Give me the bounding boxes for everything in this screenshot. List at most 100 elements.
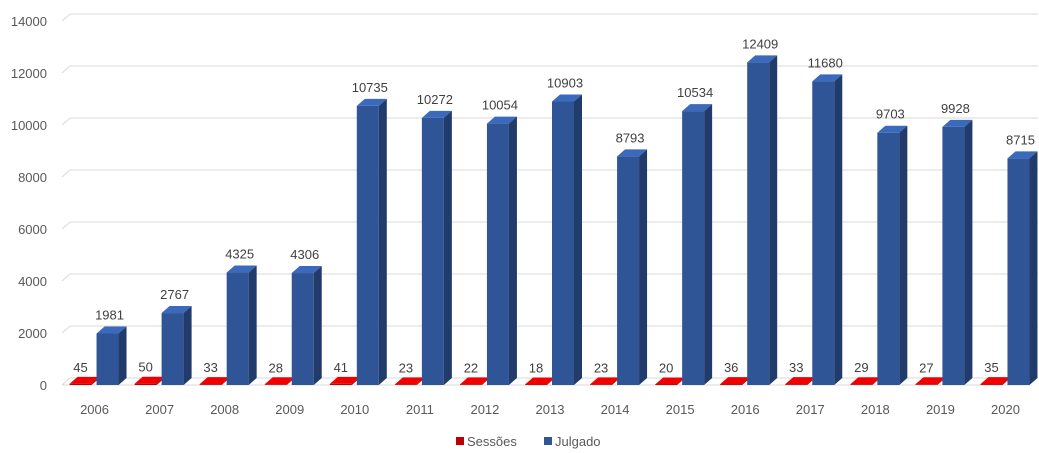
data-label-sessoes: 36	[724, 360, 738, 375]
bar-sessoes-top	[850, 377, 881, 385]
data-label-sessoes: 33	[203, 360, 217, 375]
y-tick-label: 12000	[11, 66, 47, 81]
data-label-julgado: 1981	[95, 307, 124, 322]
data-label-sessoes: 20	[659, 360, 673, 375]
bar-julgado-front	[161, 313, 184, 385]
gridline-side	[61, 65, 71, 74]
bar-julgado-top	[226, 265, 257, 273]
data-label-julgado: 10735	[352, 80, 388, 95]
bar-julgado-top	[1007, 151, 1038, 159]
bar-julgado-top	[486, 116, 517, 124]
bar-julgado	[812, 74, 843, 385]
data-label-julgado: 4306	[290, 247, 319, 262]
bar-sessoes	[525, 377, 555, 385]
bar-julgado-front	[682, 111, 705, 385]
gridline-side	[61, 325, 71, 334]
x-tick-label: 2015	[666, 402, 695, 417]
data-label-julgado: 12409	[742, 36, 778, 51]
data-label-sessoes: 22	[464, 360, 478, 375]
legend-swatch	[544, 437, 552, 445]
data-label-julgado: 2767	[160, 287, 189, 302]
bar-julgado	[161, 306, 192, 385]
bar-sessoes-front	[459, 384, 482, 385]
bar-sessoes-top	[525, 377, 555, 385]
gridline-side	[61, 273, 71, 282]
bar-sessoes-front	[785, 384, 808, 385]
bar-sessoes	[590, 377, 621, 385]
bar-julgado	[291, 266, 322, 385]
bar-julgado	[356, 98, 387, 385]
bar-sessoes-top	[980, 377, 1011, 385]
data-label-sessoes: 29	[854, 360, 868, 375]
bar-sessoes-top	[720, 377, 751, 385]
legend-label: Julgado	[555, 434, 601, 449]
bar-sessoes-front	[590, 384, 613, 385]
bar-julgado	[96, 326, 127, 385]
bar-julgado-top	[421, 110, 452, 118]
bar-sessoes	[655, 377, 686, 385]
bar-julgado-top	[617, 149, 648, 157]
bar-julgado	[486, 116, 517, 385]
bar-sessoes-front	[134, 383, 157, 385]
bar-julgado-side	[118, 326, 127, 385]
gridline-side	[61, 169, 71, 178]
bar-sessoes-top	[655, 377, 686, 385]
bar-julgado-front	[617, 156, 640, 385]
bar-julgado-top	[812, 74, 843, 82]
bar-julgado-front	[291, 273, 314, 385]
data-label-julgado: 8793	[616, 130, 645, 145]
gridline-side	[61, 13, 71, 22]
bar-julgado-front	[942, 126, 965, 385]
bar-julgado-side	[834, 74, 843, 385]
x-tick-label: 2009	[275, 402, 304, 417]
bar-julgado-side	[248, 265, 257, 385]
bar-sessoes	[459, 377, 490, 385]
data-label-julgado: 4325	[225, 247, 254, 262]
bar-julgado-side	[1029, 151, 1038, 385]
data-label-sessoes: 23	[594, 360, 608, 375]
x-tick-label: 2019	[926, 402, 955, 417]
bar-sessoes-top	[69, 376, 100, 384]
bar-julgado-front	[747, 62, 770, 386]
data-label-julgado: 10903	[547, 76, 583, 91]
bar-sessoes-front	[915, 384, 938, 385]
y-tick-label: 4000	[18, 274, 47, 289]
y-tick-label: 8000	[18, 170, 47, 185]
bar-julgado-front	[877, 132, 900, 385]
bar-julgado-front	[96, 333, 119, 385]
data-labels: 45 1981 50 2767 33 4325 28 4306 41 10735 23 10272 22…	[73, 36, 1035, 375]
bar-julgado-side	[964, 119, 973, 385]
bar-sessoes-top	[915, 377, 946, 385]
bar-julgado	[747, 55, 778, 386]
x-tick-label: 2017	[796, 402, 825, 417]
x-tick-label: 2010	[340, 402, 369, 417]
bar-julgado-side	[769, 55, 778, 386]
bar-sessoes-top	[199, 377, 230, 385]
bar-julgado-side	[574, 94, 582, 385]
x-tick-label: 2011	[406, 402, 434, 417]
bar-sessoes-front	[850, 384, 873, 385]
y-tick-label: 10000	[11, 118, 47, 133]
bar-julgado-top	[161, 306, 192, 314]
bar-sessoes-front	[329, 383, 352, 385]
bar-julgado-top	[942, 119, 973, 127]
bar-julgado	[552, 94, 582, 385]
bar-julgado	[942, 119, 973, 385]
bar-julgado-side	[443, 110, 452, 385]
data-label-julgado: 10054	[482, 98, 518, 113]
x-tick-label: 2012	[470, 402, 499, 417]
bar-julgado-front	[552, 101, 574, 385]
x-tick-label: 2008	[210, 402, 239, 417]
bar-julgado-front	[1007, 158, 1030, 385]
bar-julgado-side	[183, 306, 192, 385]
bar-julgado-side	[899, 125, 908, 386]
data-label-julgado: 10272	[417, 92, 453, 107]
bar-julgado-side	[378, 98, 387, 385]
bar-sessoes-top	[329, 376, 360, 384]
y-tick-label: 14000	[11, 14, 47, 29]
bar-sessoes-top	[134, 376, 165, 384]
bar-julgado-top	[96, 326, 127, 334]
bar-julgado	[226, 265, 257, 385]
gridline-side	[61, 377, 71, 386]
